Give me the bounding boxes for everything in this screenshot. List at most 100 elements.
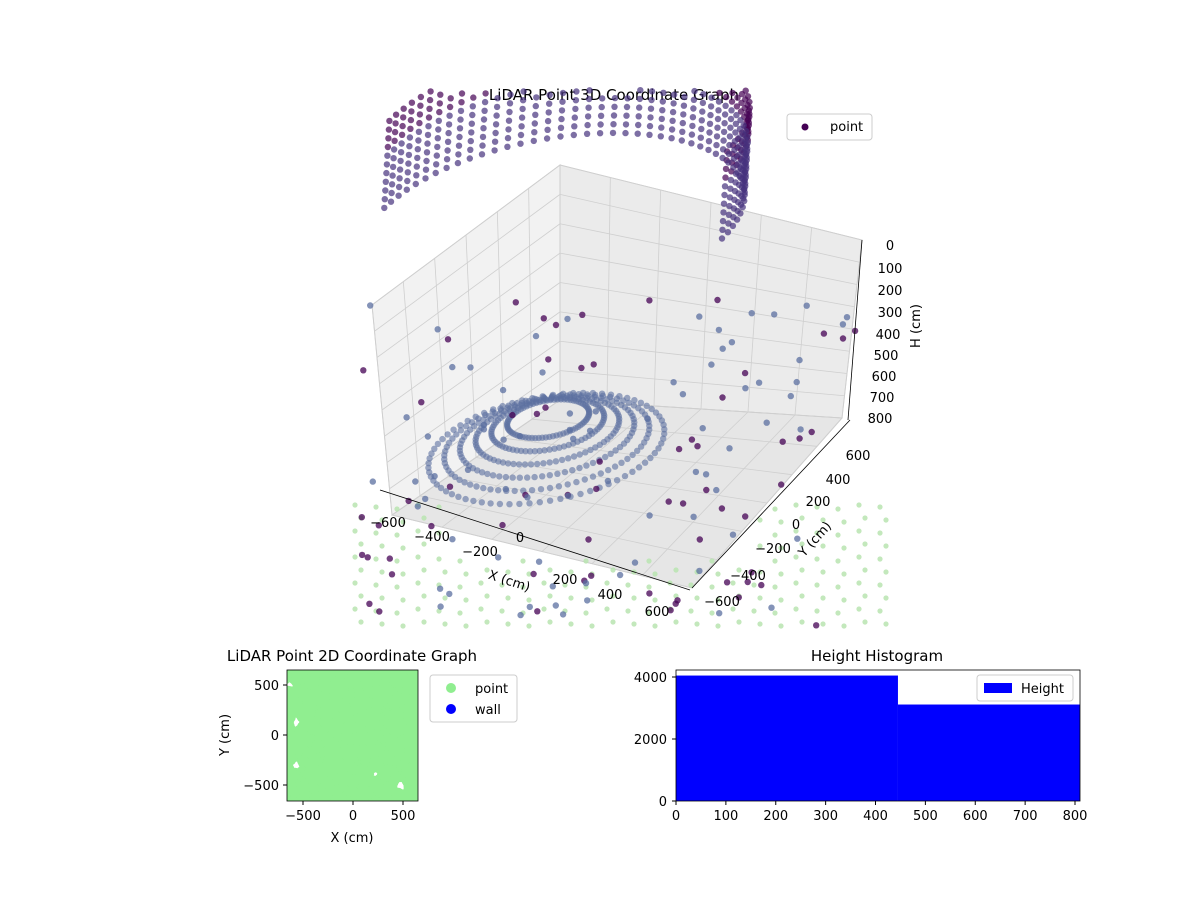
cloud-point — [453, 431, 460, 438]
cloud-point — [586, 87, 593, 94]
cloud-point — [496, 473, 503, 480]
cloud-point — [613, 477, 621, 484]
cloud-point — [741, 369, 749, 377]
cloud-point — [515, 461, 523, 468]
legend-label-point: point — [830, 120, 863, 135]
cloud-point — [487, 500, 494, 507]
cloud-point — [388, 189, 395, 197]
cloud-point — [605, 466, 612, 474]
cloud-point — [590, 361, 597, 368]
floor-point — [694, 595, 700, 601]
cloud-point — [690, 105, 697, 112]
cloud-point — [474, 467, 481, 474]
cloud-point — [689, 114, 697, 121]
cloud-point — [839, 335, 847, 342]
cloud-point — [517, 131, 525, 139]
cloud-point — [712, 150, 720, 157]
floor-point — [610, 593, 616, 599]
floor-point — [394, 506, 400, 512]
legend-frame — [976, 674, 1074, 702]
cloud-point — [534, 608, 541, 615]
cloud-point — [641, 459, 649, 466]
cloud-point — [738, 99, 745, 107]
cloud-point — [442, 488, 450, 495]
floor-point — [505, 595, 511, 601]
cloud-point — [552, 321, 560, 329]
floor-point — [793, 502, 799, 508]
cloud-point — [741, 197, 748, 205]
cloud-point — [610, 121, 617, 128]
cloud-point — [518, 123, 525, 130]
floor-point — [526, 597, 532, 603]
cloud-point — [506, 501, 513, 508]
cloud-point — [624, 455, 631, 463]
cloud-point — [721, 120, 728, 127]
floor-point — [799, 541, 805, 547]
cloud-point — [635, 113, 642, 120]
floor-point — [394, 610, 400, 616]
floor-point — [688, 608, 694, 614]
cloud-point — [507, 91, 514, 98]
floor-point — [457, 610, 463, 616]
floor-point — [457, 558, 463, 564]
plot2d-legend: point wall — [429, 674, 518, 723]
floor-point — [799, 619, 805, 625]
x-tick-label: 600 — [963, 809, 988, 824]
cloud-point — [526, 448, 534, 455]
cloud-point — [584, 597, 591, 604]
cloud-point — [435, 117, 442, 125]
floor-point — [568, 569, 574, 575]
cloud-point — [631, 397, 638, 404]
floor-point — [841, 571, 847, 577]
y-tick-label: −200 — [755, 542, 791, 557]
x-tick-label: −600 — [370, 516, 406, 531]
cloud-point — [726, 445, 733, 452]
cloud-point — [771, 311, 778, 318]
floor-point — [484, 593, 490, 599]
z-tick-label: 400 — [876, 328, 901, 343]
cloud-point — [382, 178, 389, 185]
cloud-point — [566, 426, 573, 434]
cloud-point — [478, 151, 486, 158]
cloud-point — [478, 499, 485, 506]
floor-point — [757, 543, 763, 549]
cloud-point — [668, 126, 676, 133]
cloud-point — [406, 134, 414, 141]
cloud-point — [516, 474, 523, 481]
floor-point — [673, 619, 679, 625]
y-tick-label: 0 — [659, 795, 667, 810]
legend-label-point: point — [475, 682, 508, 697]
floor-point — [835, 584, 841, 590]
floor-point — [589, 623, 595, 629]
cloud-point — [730, 164, 737, 171]
cloud-point — [358, 514, 365, 521]
cloud-point — [530, 137, 537, 145]
cloud-point — [415, 137, 422, 144]
cloud-point — [398, 131, 406, 138]
floor-point — [799, 515, 805, 521]
cloud-point — [698, 117, 705, 124]
cloud-point — [670, 91, 678, 98]
gridline — [371, 164, 561, 306]
floor-point — [463, 571, 469, 577]
histogram: Height Histogram 0 100 200 300 400 500 600 700 8… — [634, 647, 1088, 824]
cloud-point — [495, 487, 502, 494]
cloud-point — [721, 111, 729, 118]
cloud-point — [531, 473, 538, 481]
floor-point — [778, 545, 784, 551]
y-tick-label: 600 — [846, 449, 871, 464]
cloud-point — [531, 448, 539, 455]
cloud-point — [470, 94, 477, 101]
cloud-point — [708, 361, 715, 368]
cloud-point — [602, 453, 609, 461]
floor-point — [841, 519, 847, 525]
legend-marker-height — [984, 683, 1012, 693]
floor-point — [646, 558, 652, 564]
cloud-point — [630, 402, 638, 409]
cloud-point — [434, 143, 441, 151]
cloud-point — [742, 513, 749, 520]
cloud-point — [734, 94, 741, 101]
cloud-point — [520, 88, 527, 95]
cloud-point — [611, 463, 619, 470]
cloud-point — [647, 114, 654, 121]
